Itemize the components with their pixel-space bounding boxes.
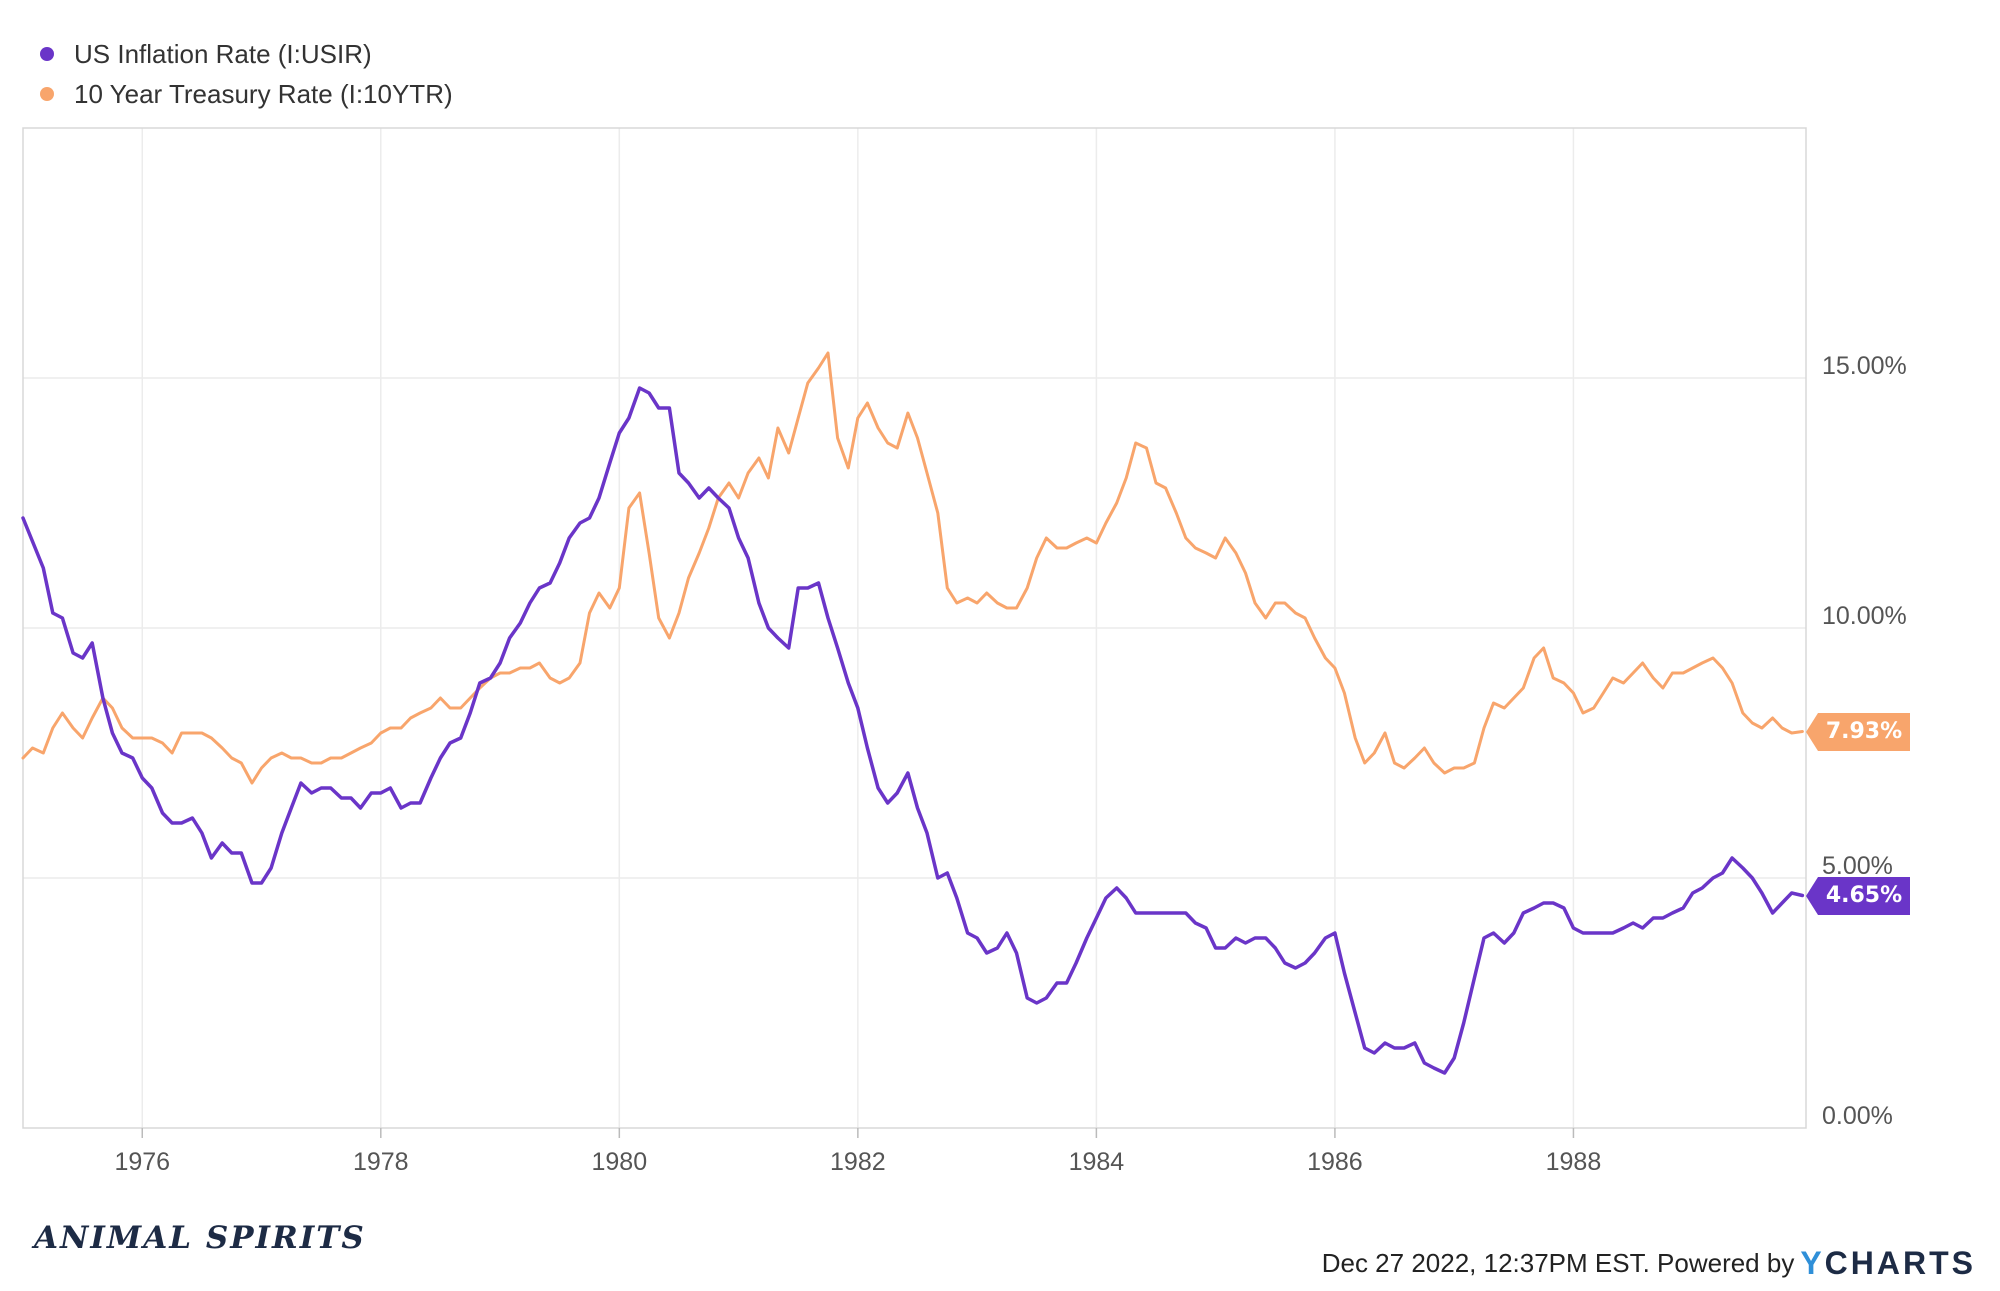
legend-label-treasury: 10 Year Treasury Rate (I:10YTR) — [74, 78, 453, 109]
x-tick-label: 1986 — [1307, 1148, 1363, 1176]
x-tick-label: 1980 — [592, 1148, 648, 1176]
legend-item-treasury[interactable]: 10 Year Treasury Rate (I:10YTR) — [40, 74, 453, 114]
series-line-inflation[interactable] — [21, 386, 1805, 1075]
chart-legend: US Inflation Rate (I:USIR) 10 Year Treas… — [40, 34, 453, 114]
y-tick-label: 0.00% — [1822, 1102, 1893, 1130]
plot-area-frame — [22, 127, 1807, 1129]
inflation-last-value-badge: 4.65% — [1806, 876, 1910, 915]
legend-label-inflation: US Inflation Rate (I:USIR) — [74, 38, 372, 69]
legend-marker-treasury — [40, 87, 54, 101]
y-axis-ticks: 0.00% 5.00% 10.00% 15.00% — [1822, 352, 1907, 1130]
x-tick-label: 1988 — [1546, 1148, 1602, 1176]
y-tick-label: 15.00% — [1822, 352, 1907, 380]
chart-credit: Dec 27 2022, 12:37PM EST. Powered by YCH… — [1322, 1245, 1976, 1282]
animal-spirits-logo: ANIMAL SPIRITS — [34, 1220, 366, 1256]
treasury-last-value: 7.93% — [1825, 719, 1903, 744]
x-tick-label: 1982 — [830, 1148, 886, 1176]
ycharts-logo-y: Y — [1800, 1245, 1825, 1281]
x-tick-label: 1978 — [353, 1148, 409, 1176]
grid — [23, 128, 1806, 1128]
y-tick-label: 10.00% — [1822, 602, 1907, 630]
inflation-last-value: 4.65% — [1825, 883, 1903, 908]
ycharts-logo[interactable]: YCHARTS — [1800, 1245, 1976, 1282]
x-tick-label: 1984 — [1069, 1148, 1125, 1176]
series-lines — [21, 351, 1805, 1075]
legend-item-inflation[interactable]: US Inflation Rate (I:USIR) — [40, 34, 453, 74]
x-tick-label: 1976 — [114, 1148, 170, 1176]
y-tick-label: 5.00% — [1822, 852, 1893, 880]
series-line-treasury[interactable] — [21, 351, 1804, 785]
credit-text: Dec 27 2022, 12:37PM EST. Powered by — [1321, 1248, 1795, 1278]
legend-marker-inflation — [40, 47, 54, 61]
treasury-last-value-badge: 7.93% — [1806, 712, 1910, 751]
x-axis-ticks: 1976 1978 1980 1982 1984 1986 1988 — [114, 1128, 1601, 1176]
ycharts-logo-rest: CHARTS — [1824, 1245, 1976, 1281]
